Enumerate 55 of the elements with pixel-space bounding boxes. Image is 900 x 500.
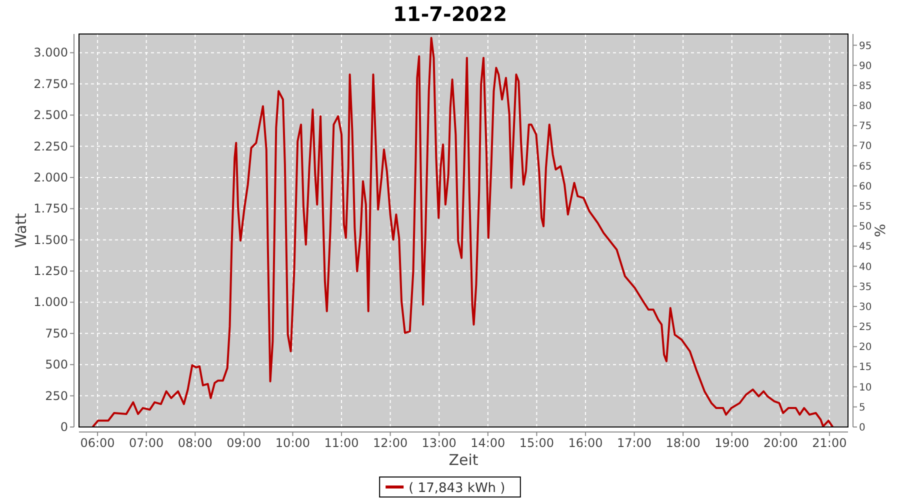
- y-tick-label: 1.250: [34, 264, 68, 278]
- y2-tick-label: 5: [859, 402, 866, 414]
- y-tick-label: 2.250: [34, 139, 68, 154]
- y-tick-label: 750: [45, 326, 68, 340]
- y2-tick-label: 65: [859, 161, 872, 172]
- x-tick-label: 15:00: [519, 436, 554, 450]
- y2-tick-label: 55: [859, 201, 872, 212]
- x-tick-label: 08:00: [178, 436, 212, 450]
- x-tick-label: 07:00: [129, 436, 164, 450]
- x-tick-label: 16:00: [568, 436, 603, 450]
- x-tick-label: 12:00: [373, 436, 408, 450]
- y2-tick-label: 25: [859, 322, 872, 334]
- x-tick-label: 06:00: [80, 436, 115, 450]
- y-tick-label: 1.000: [34, 295, 68, 310]
- y-tick-label: 2.500: [34, 108, 68, 122]
- y2-tick-label: 50: [859, 222, 872, 233]
- x-tick-label: 21:00: [812, 436, 847, 450]
- chart-title: 11-7-2022: [392, 2, 508, 26]
- y-axis-title: Watt: [12, 212, 30, 248]
- y-tick-label: 2.750: [34, 76, 68, 91]
- y2-tick-label: 60: [859, 181, 872, 192]
- x-tick-label: 10:00: [275, 436, 310, 450]
- y-tick-label: 250: [45, 388, 68, 403]
- y2-tick-label: 15: [859, 362, 872, 374]
- y2-tick-label: 90: [859, 60, 872, 72]
- y2-tick-label: 30: [859, 302, 872, 313]
- line-series: [92, 36, 834, 428]
- x-tick-label: 18:00: [666, 436, 700, 450]
- y2-tick-label: 0: [859, 422, 866, 434]
- y-tick-label: 3.000: [34, 46, 68, 60]
- y-tick-label: 1.750: [34, 202, 68, 216]
- y2-tick-label: 35: [859, 282, 872, 293]
- x-tick-label: 11:00: [324, 436, 359, 450]
- y-tick-label: 2.000: [34, 170, 68, 184]
- x-tick-label: 20:00: [763, 436, 798, 450]
- y2-tick-label: 80: [859, 101, 872, 112]
- y-tick-label: 500: [45, 358, 68, 372]
- x-tick-label: 13:00: [422, 436, 456, 450]
- y2-tick-label: 20: [859, 342, 872, 354]
- y2-tick-label: 95: [859, 40, 872, 52]
- y2-tick-label: 85: [859, 80, 872, 92]
- x-tick-label: 19:00: [714, 436, 750, 450]
- y2-axis-title: %: [873, 224, 889, 238]
- y2-tick-label: 40: [859, 262, 872, 273]
- y2-tick-label: 45: [859, 242, 872, 253]
- y-tick-label: 1.500: [34, 232, 68, 247]
- y-tick-label: 0: [60, 420, 68, 434]
- x-tick-label: 14:00: [470, 436, 506, 450]
- x-axis-title: Zeit: [448, 451, 478, 469]
- y2-tick-label: 75: [859, 121, 872, 132]
- x-tick-label: 17:00: [616, 436, 652, 450]
- legend-label: ( 17,843 kWh ): [408, 481, 506, 496]
- y2-tick-label: 70: [859, 141, 872, 152]
- y2-tick-label: 10: [859, 382, 872, 394]
- x-tick-label: 09:00: [226, 436, 262, 450]
